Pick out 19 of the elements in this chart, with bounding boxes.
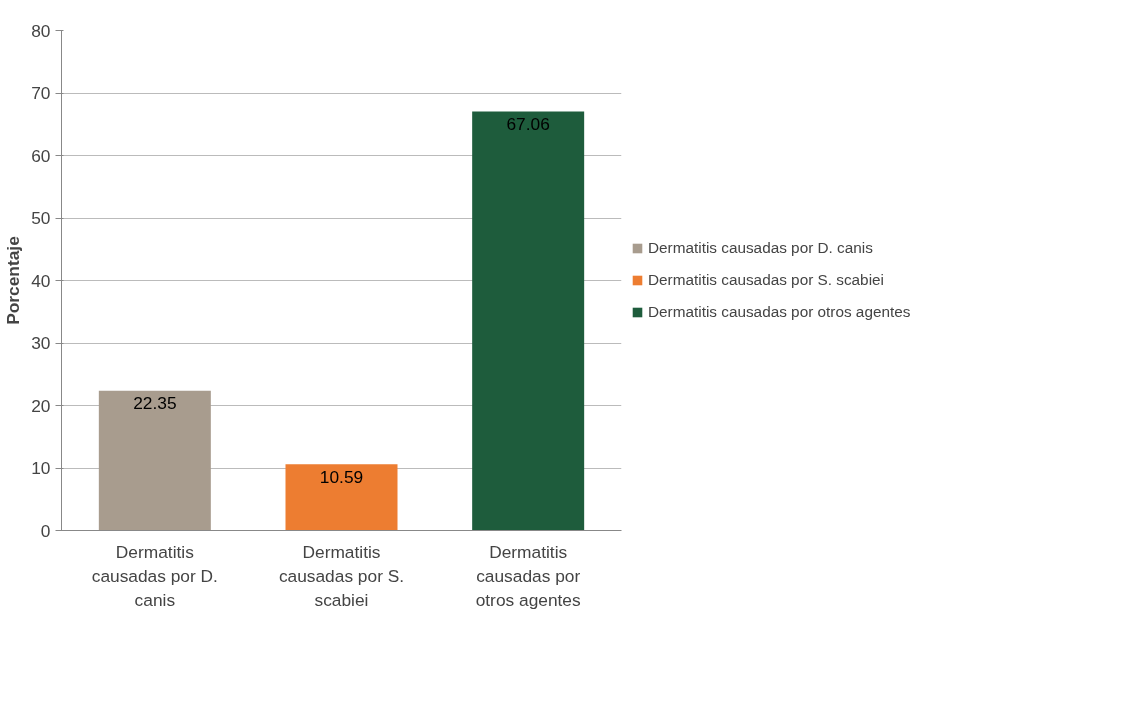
data-label: 10.59 (319, 466, 364, 487)
data-label: 22.35 (133, 393, 177, 414)
x-tick-label: Dermatitis causadas por S. scabiei (278, 541, 405, 610)
y-tick-label: 70 (31, 83, 51, 103)
x-tick-label: Dermatitis causadas por otros agentes (475, 541, 581, 610)
y-tick-label: 40 (31, 270, 51, 291)
y-axis-title: Porcentaje (3, 235, 24, 325)
legend-label: Dermatitis causadas por otros agentes (648, 303, 911, 321)
y-tick-label: 30 (31, 333, 51, 353)
legend-label: Dermatitis causadas por D. canis (648, 239, 873, 257)
legend-label: Dermatitis causadas por S. scabiei (648, 271, 884, 289)
y-tick-label: 10 (31, 458, 51, 478)
y-tick-label: 60 (31, 145, 51, 166)
data-label: 67.06 (506, 113, 550, 134)
y-tick-label: 20 (31, 395, 51, 416)
y-tick-label: 80 (31, 20, 51, 41)
y-tick-label: 0 (40, 520, 51, 541)
y-tick-label: 50 (31, 208, 51, 228)
x-tick-label: Dermatitis causadas por D. canis (91, 541, 218, 610)
